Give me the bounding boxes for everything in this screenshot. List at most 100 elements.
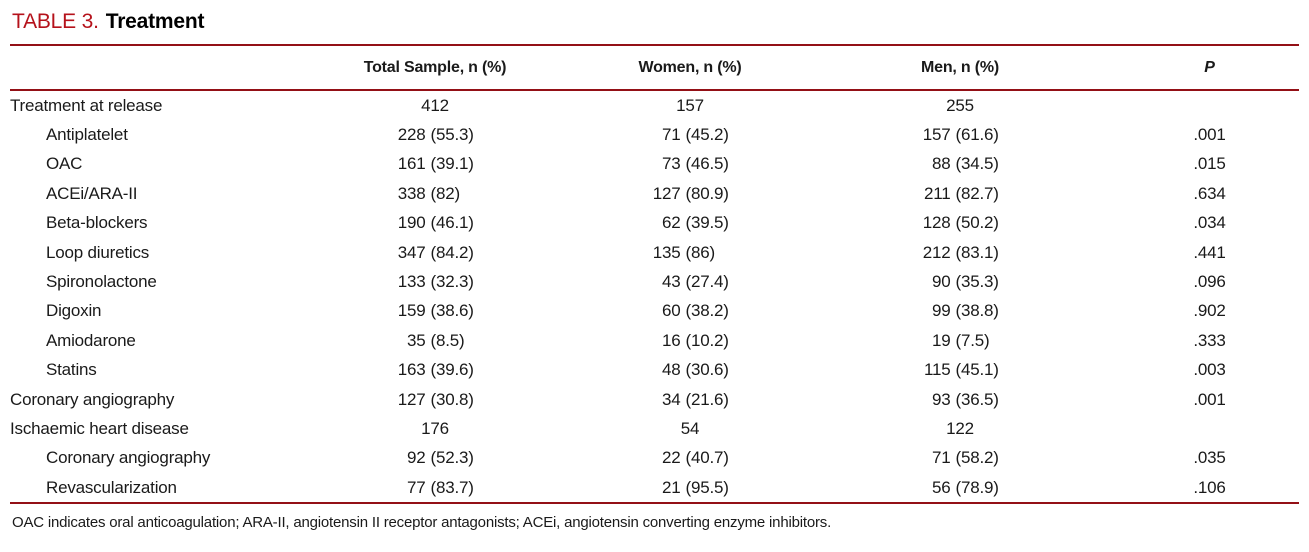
cell-percent: (27.4)	[685, 272, 729, 292]
cell-women: 127 (80.9)	[550, 184, 830, 204]
table-row: Treatment at release 412 157 255	[10, 91, 1299, 120]
cell-count: 115	[923, 360, 951, 380]
cell-count: 93	[931, 389, 951, 409]
cell-men: 88 (34.5)	[830, 154, 1090, 174]
cell-count: 163	[397, 360, 426, 380]
cell-percent: (30.8)	[430, 389, 474, 409]
cell-percent: (86)	[685, 242, 716, 262]
cell-p-value: .333	[1193, 330, 1226, 350]
cell-count: 60	[661, 301, 681, 321]
cell-total: 338 (82)	[320, 184, 550, 204]
cell-p-value: .001	[1193, 125, 1226, 145]
cell-women: 135 (86)	[550, 243, 830, 263]
cell-men: 93 (36.5)	[830, 390, 1090, 410]
cell-p-value: .015	[1193, 154, 1226, 174]
row-label: Statins	[46, 360, 97, 380]
cell-percent: (50.2)	[955, 213, 999, 233]
table-header-row: Total Sample, n (%) Women, n (%) Men, n …	[10, 46, 1299, 89]
cell-p-value: .106	[1193, 477, 1226, 497]
cell-count: 161	[397, 154, 426, 174]
table-row: Amiodarone 35 (8.5) 16 (10.2) 19 (7.5) .333	[10, 326, 1299, 355]
cell-women: 21 (95.5)	[550, 478, 830, 498]
cell-count: 35	[406, 330, 426, 350]
cell-count: 212	[922, 242, 951, 262]
cell-count: 90	[931, 272, 951, 292]
cell-total: 133 (32.3)	[320, 272, 550, 292]
cell-count: 73	[661, 154, 681, 174]
cell-count: 99	[931, 301, 951, 321]
cell-total: 127 (30.8)	[320, 390, 550, 410]
cell-percent: (39.5)	[685, 213, 729, 233]
cell-count: 92	[406, 448, 426, 468]
cell-total: 159 (38.6)	[320, 301, 550, 321]
cell-women: 43 (27.4)	[550, 272, 830, 292]
cell-total: 163 (39.6)	[320, 360, 550, 380]
row-label: Digoxin	[46, 301, 102, 321]
row-label: Loop diuretics	[46, 242, 150, 262]
cell-percent: (34.5)	[955, 154, 999, 174]
header-women: Women, n (%)	[638, 58, 742, 76]
table-row: Spironolactone 133 (32.3) 43 (27.4) 90 (35.3).…	[10, 267, 1299, 296]
cell-count: 77	[406, 477, 426, 497]
row-label: OAC	[46, 154, 83, 174]
cell-percent: (8.5)	[430, 330, 465, 350]
cell-total: 190 (46.1)	[320, 213, 550, 233]
table-footnote: OAC indicates oral anticoagulation; ARA-…	[12, 514, 832, 532]
header-p-value: P	[1204, 58, 1215, 76]
cell-count: 133	[397, 272, 426, 292]
cell-men: 122	[830, 419, 1090, 439]
cell-p-value: .003	[1193, 360, 1226, 380]
cell-count: 159	[397, 301, 426, 321]
cell-percent: (36.5)	[955, 389, 999, 409]
cell-count: 190	[397, 213, 426, 233]
row-label: Revascularization	[46, 477, 177, 497]
row-label: Amiodarone	[46, 330, 136, 350]
cell-percent: (40.7)	[685, 448, 729, 468]
cell-percent: (95.5)	[685, 477, 729, 497]
cell-count: 48	[661, 360, 681, 380]
cell-percent: (45.2)	[685, 125, 729, 145]
cell-percent: (83.1)	[955, 242, 999, 262]
top-rule	[10, 44, 1299, 46]
table-row: Coronary angiography 127 (30.8) 34 (21.6) 93(…	[10, 385, 1299, 414]
cell-men: 157 (61.6)	[830, 125, 1090, 145]
cell-men: 211 (82.7)	[830, 184, 1090, 204]
table-row: Beta-blockers 190 (46.1) 62 (39.5) 128 (50.2).…	[10, 209, 1299, 238]
cell-p-value: .035	[1193, 448, 1226, 468]
cell-count: 228	[397, 125, 426, 145]
cell-men: 56 (78.9)	[830, 478, 1090, 498]
cell-p-value: .096	[1193, 272, 1226, 292]
cell-women: 16 (10.2)	[550, 331, 830, 351]
cell-women: 54	[550, 419, 830, 439]
table-row: Digoxin 159 (38.6) 60 (38.2) 99 (38.8) .902	[10, 297, 1299, 326]
table-3-treatment: TABLE 3. Treatment Total Sample, n (%) Wo…	[10, 10, 1299, 532]
cell-women: 60 (38.2)	[550, 301, 830, 321]
cell-percent: (7.5)	[955, 330, 990, 350]
cell-count: 338	[397, 183, 426, 203]
cell-count: 135	[652, 242, 681, 262]
cell-men: 71 (58.2)	[830, 448, 1090, 468]
cell-percent: (61.6)	[955, 125, 999, 145]
cell-count: 157	[676, 95, 704, 115]
cell-men: 19 (7.5)	[830, 331, 1090, 351]
cell-p-value: .902	[1193, 301, 1226, 321]
cell-count: 122	[946, 418, 974, 438]
cell-count: 211	[923, 183, 951, 203]
table-name: Treatment	[105, 10, 205, 33]
cell-percent: (39.6)	[430, 360, 474, 380]
cell-percent: (58.2)	[955, 448, 999, 468]
cell-count: 62	[661, 213, 681, 233]
cell-percent: (82)	[430, 183, 461, 203]
header-men: Men, n (%)	[921, 58, 999, 76]
table-row: Revascularization 77 (83.7) 21 (95.5) 56 (78.9…	[10, 473, 1299, 502]
table-row: Ischaemic heart disease 176 54 122	[10, 414, 1299, 443]
cell-total: 77 (83.7)	[320, 478, 550, 498]
table-row: Loop diuretics 347 (84.2) 135 (86) 212 (83.1).…	[10, 238, 1299, 267]
cell-percent: (55.3)	[430, 125, 474, 145]
cell-count: 128	[922, 213, 951, 233]
cell-count: 34	[661, 389, 681, 409]
cell-percent: (84.2)	[430, 242, 474, 262]
cell-percent: (46.1)	[430, 213, 474, 233]
cell-count: 88	[931, 154, 951, 174]
cell-percent: (78.9)	[955, 477, 999, 497]
